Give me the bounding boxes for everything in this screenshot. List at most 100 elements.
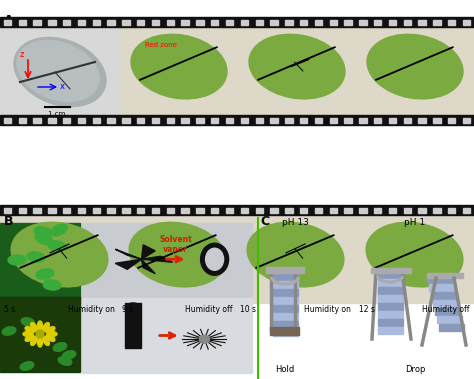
Bar [433,207,441,213]
Text: Humidity off: Humidity off [422,117,470,126]
Polygon shape [142,245,155,259]
Bar [356,27,474,115]
Bar [448,207,456,213]
Ellipse shape [31,323,37,332]
Bar [78,117,85,122]
Text: 1 cm: 1 cm [48,111,66,117]
Text: Humidity on: Humidity on [305,117,352,126]
Bar [419,117,426,122]
Bar [273,313,299,320]
Bar [63,117,70,122]
Bar [0,115,474,125]
Bar [404,19,411,25]
Ellipse shape [17,41,99,102]
Ellipse shape [42,309,56,317]
Bar [255,19,263,25]
Bar [433,300,458,307]
Text: 4 s: 4 s [360,117,371,126]
Bar [374,19,382,25]
Ellipse shape [25,327,34,333]
Polygon shape [142,259,155,274]
Bar [270,117,278,122]
Bar [273,321,299,328]
Text: Humidity off: Humidity off [185,305,233,314]
Bar [92,19,100,25]
Bar [300,117,307,122]
Ellipse shape [0,364,12,372]
Bar [329,19,337,25]
Bar [419,207,426,213]
Text: B: B [4,215,13,228]
Ellipse shape [43,282,61,293]
Bar [137,19,145,25]
Bar [33,117,41,122]
Bar [285,19,292,25]
Text: Humidity off: Humidity off [422,305,470,314]
Ellipse shape [11,222,108,287]
Bar [0,297,80,371]
Ellipse shape [50,257,68,268]
Bar [137,117,145,122]
Ellipse shape [46,327,55,333]
Ellipse shape [37,235,55,246]
Bar [182,117,189,122]
Bar [315,207,322,213]
Ellipse shape [200,335,210,343]
Ellipse shape [30,363,44,371]
Ellipse shape [131,34,227,99]
Bar [429,284,454,291]
Bar [273,281,299,288]
Ellipse shape [0,302,12,312]
Bar [378,327,403,334]
Bar [182,207,189,213]
Bar [355,215,474,303]
Text: Humidity on: Humidity on [68,305,115,314]
Ellipse shape [13,278,30,290]
Bar [389,207,396,213]
Bar [0,215,119,303]
Bar [270,327,300,335]
Bar [273,329,299,336]
Bar [345,117,352,122]
Bar [266,267,304,273]
Ellipse shape [43,323,49,332]
Bar [378,295,403,302]
Bar [0,223,80,298]
Bar [120,27,238,115]
Bar [48,19,55,25]
Bar [92,117,100,122]
Bar [18,207,26,213]
Bar [33,207,41,213]
Bar [300,207,307,213]
Bar [359,207,366,213]
Bar [273,289,299,296]
Bar [315,19,322,25]
Bar [389,117,396,122]
Bar [273,305,299,312]
Ellipse shape [247,222,344,287]
Text: x: x [60,82,65,91]
Bar [427,276,452,283]
Bar [359,117,366,122]
Bar [404,207,411,213]
Bar [359,19,366,25]
Bar [63,19,70,25]
Bar [427,273,463,278]
Bar [463,207,470,213]
Ellipse shape [201,243,228,275]
Bar [255,117,263,122]
Ellipse shape [249,34,345,99]
Bar [433,19,441,25]
Bar [241,19,248,25]
Bar [226,19,233,25]
Bar [18,117,26,122]
Bar [211,19,219,25]
Bar [0,17,474,27]
Bar [0,205,474,215]
Bar [419,19,426,25]
Bar [433,117,441,122]
Text: 1 s: 1 s [242,117,253,126]
Bar [300,19,307,25]
Bar [463,117,470,122]
Bar [4,207,11,213]
